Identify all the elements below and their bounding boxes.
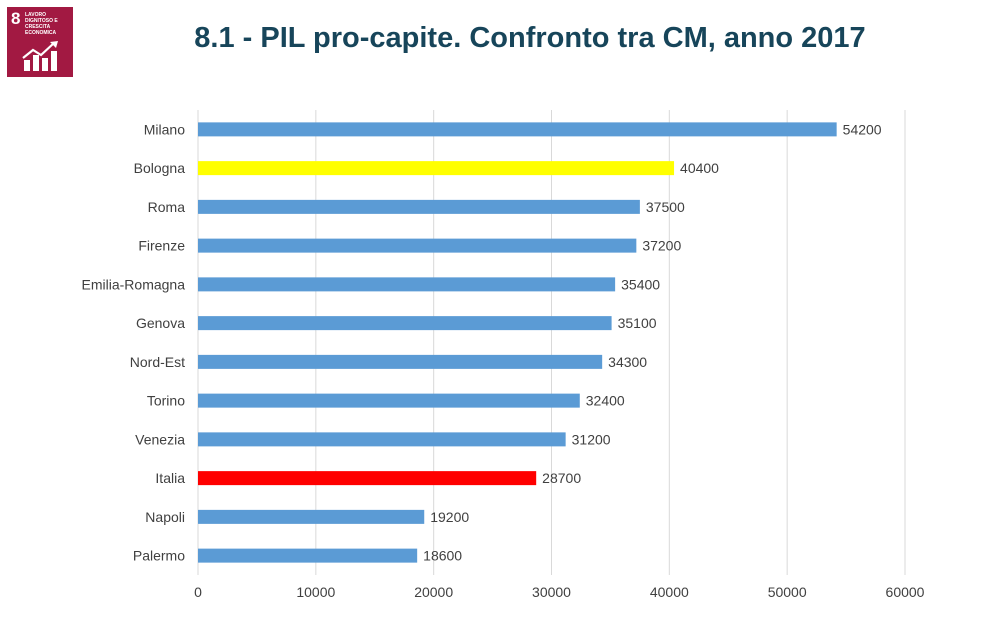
x-tick-label: 10000 (296, 584, 335, 600)
data-label: 31200 (572, 431, 611, 447)
category-label: Italia (155, 470, 185, 486)
x-tick-label: 30000 (532, 584, 571, 600)
data-label: 35400 (621, 276, 660, 292)
bar (198, 471, 537, 486)
bar (198, 199, 640, 214)
sdg-goal-number: 8 (11, 9, 21, 28)
category-label: Bologna (134, 160, 186, 176)
category-label: Nord-Est (130, 354, 185, 370)
category-label: Milano (144, 121, 185, 137)
x-tick-label: 40000 (650, 584, 689, 600)
category-label: Genova (136, 315, 185, 331)
bar (198, 432, 566, 447)
growth-chart-icon (22, 41, 58, 71)
data-label: 34300 (608, 354, 647, 370)
bar (198, 548, 418, 563)
bar (198, 316, 612, 331)
page-title: 8.1 - PIL pro-capite. Confronto tra CM, … (194, 22, 866, 54)
sdg-goal-badge: 8 LAVORO DIGNITOSO E CRESCITA ECONOMICA (7, 7, 73, 77)
data-label: 32400 (586, 393, 625, 409)
category-label: Palermo (133, 548, 185, 564)
gridlines (197, 110, 906, 575)
data-label: 19200 (430, 509, 469, 525)
bar (198, 393, 580, 408)
category-label: Napoli (145, 509, 185, 525)
bar (198, 122, 837, 137)
data-label: 54200 (843, 121, 882, 137)
category-label: Venezia (135, 431, 185, 447)
category-label: Firenze (138, 238, 185, 254)
bar (198, 509, 425, 524)
x-tick-label: 60000 (886, 584, 925, 600)
category-label: Roma (148, 199, 186, 215)
x-tick-label: 20000 (414, 584, 453, 600)
bar (198, 354, 603, 369)
data-label: 37500 (646, 199, 685, 215)
data-label: 18600 (423, 548, 462, 564)
bar (198, 277, 616, 292)
data-label: 35100 (618, 315, 657, 331)
category-label: Torino (147, 393, 185, 409)
x-tick-label: 50000 (768, 584, 807, 600)
bar (198, 238, 637, 253)
bars (198, 122, 837, 563)
data-label: 40400 (680, 160, 719, 176)
labels: 0 10000 20000 30000 40000 50000 60000 Milano 542… (82, 121, 925, 600)
data-label: 37200 (642, 238, 681, 254)
sdg-goal-text: LAVORO DIGNITOSO E CRESCITA ECONOMICA (25, 12, 58, 36)
category-label: Emilia-Romagna (82, 276, 186, 292)
bar (198, 161, 675, 176)
x-tick-label: 0 (194, 584, 202, 600)
data-label: 28700 (542, 470, 581, 486)
